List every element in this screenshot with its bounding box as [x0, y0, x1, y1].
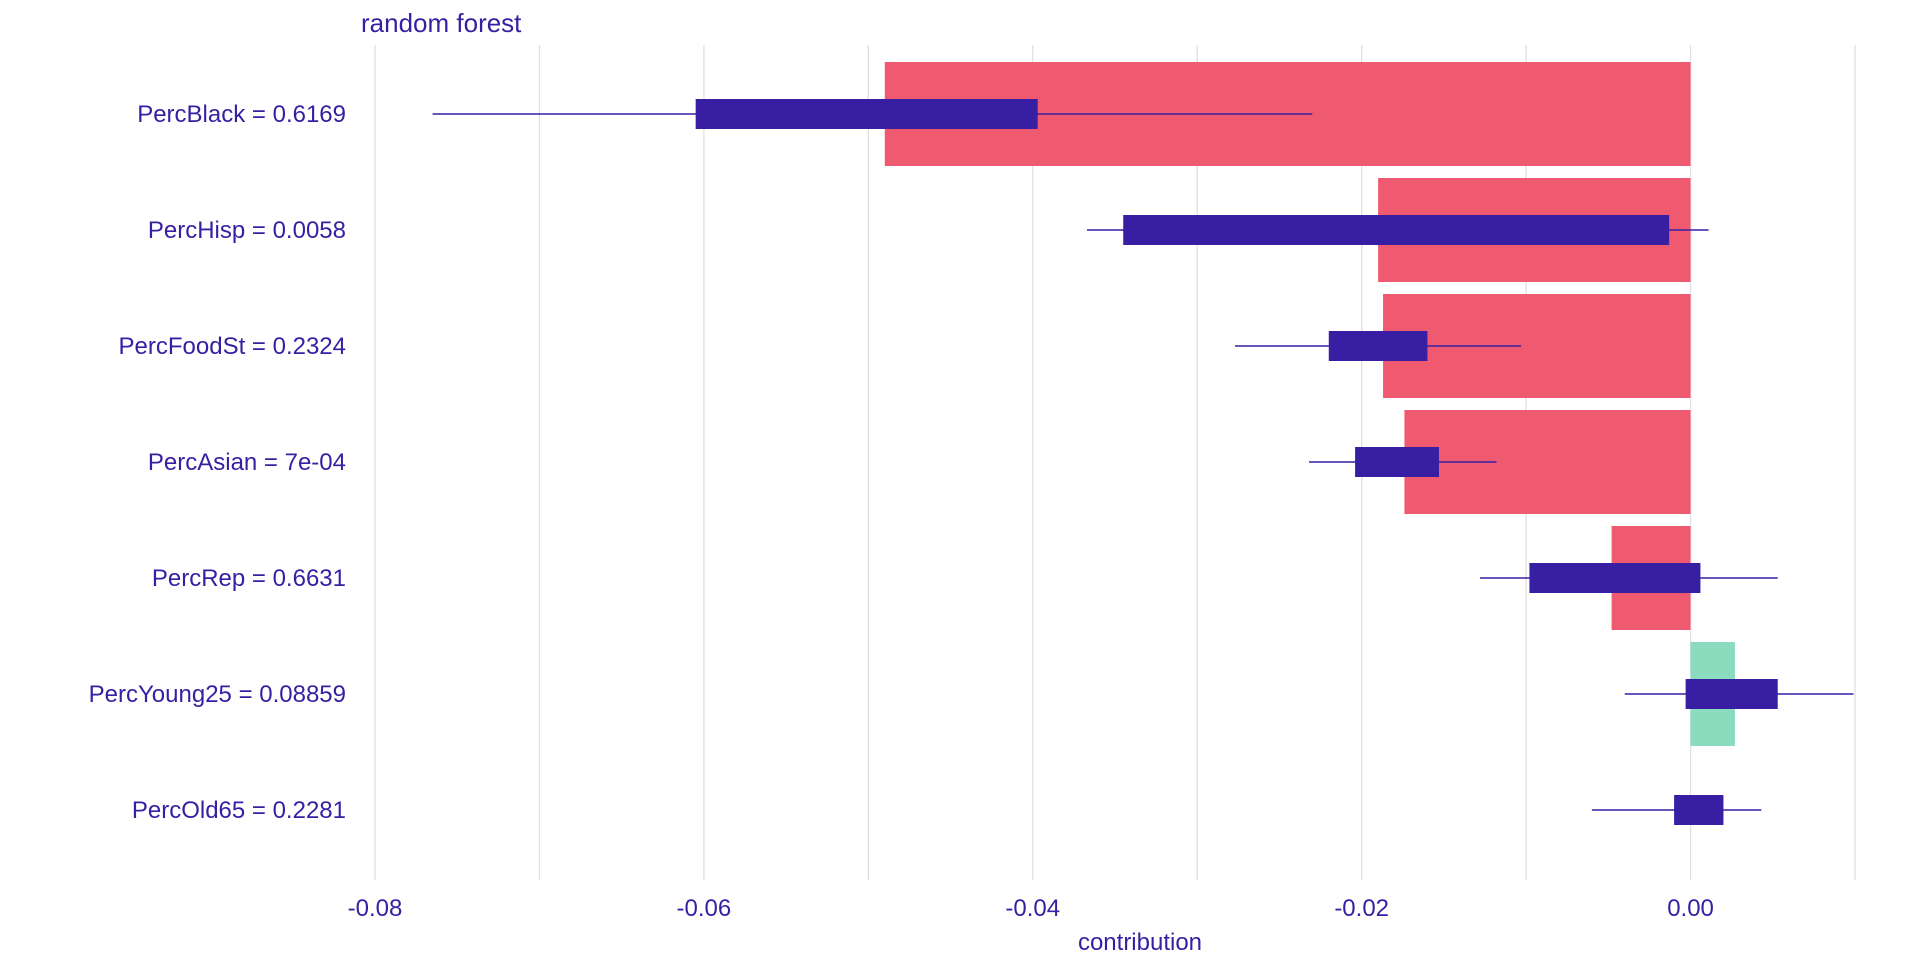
category-label: PercOld65 = 0.2281 [132, 797, 346, 824]
category-label: PercFoodSt = 0.2324 [119, 333, 346, 360]
category-label: PercBlack = 0.6169 [137, 101, 346, 128]
category-label: PercHisp = 0.0058 [148, 217, 346, 244]
x-tick-label: -0.04 [1005, 895, 1060, 922]
x-tick-label: -0.06 [677, 895, 732, 922]
bar-layer [884, 62, 1735, 746]
category-label: PercAsian = 7e-04 [148, 449, 346, 476]
boxplot-layer [432, 99, 1854, 825]
x-tick-label: -0.08 [348, 895, 403, 922]
category-label: PercRep = 0.6631 [152, 565, 346, 592]
boxplot-box [1685, 679, 1778, 709]
x-tick-layer: -0.08 -0.06 -0.04 -0.02 0.00 [348, 895, 1714, 922]
chart-title: random forest [361, 8, 522, 38]
category-label: PercYoung25 = 0.08859 [89, 681, 346, 708]
boxplot-box [1529, 563, 1701, 593]
boxplot-box [1674, 795, 1724, 825]
boxplot-box [1328, 331, 1428, 361]
x-tick-label: -0.02 [1334, 895, 1389, 922]
category-label-layer: PercBlack = 0.6169 PercHisp = 0.0058 PercF… [89, 101, 346, 824]
boxplot-box [1355, 447, 1439, 477]
x-tick-label: 0.00 [1667, 895, 1714, 922]
boxplot-box [695, 99, 1038, 129]
boxplot-box [1123, 215, 1670, 245]
x-axis-label: contribution [1078, 929, 1202, 956]
